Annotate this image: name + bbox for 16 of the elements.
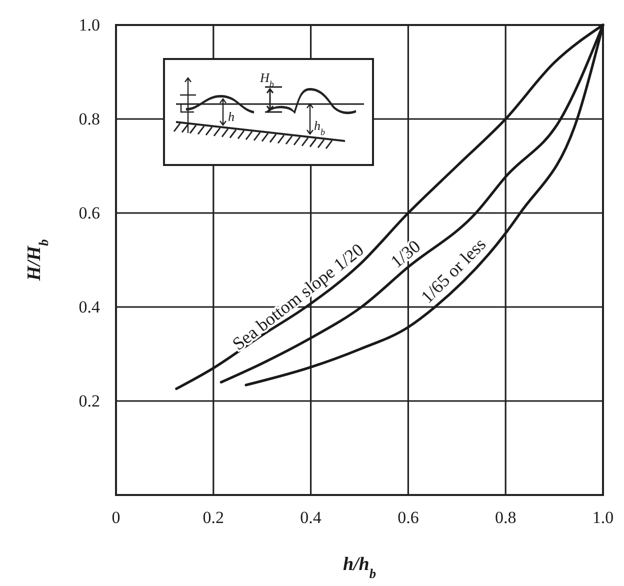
x-tick-label: 0 bbox=[112, 508, 120, 528]
y-tick-label: 0.8 bbox=[78, 109, 100, 128]
y-tick-label: 0.6 bbox=[78, 203, 100, 222]
x-tick-label: 0.4 bbox=[300, 508, 322, 528]
y-tick-label: 0.2 bbox=[78, 391, 100, 410]
y-tick-label: 1.0 bbox=[78, 15, 100, 34]
annotation: H$_{b}$ bbox=[259, 70, 274, 89]
annotation: h$_{b}$ bbox=[314, 118, 326, 137]
x-tick-label: 0.2 bbox=[202, 508, 224, 528]
x-tick-label: 1.0 bbox=[592, 508, 614, 528]
x-axis-title: h/h$_{b}$ bbox=[342, 554, 376, 580]
text: 1/30 bbox=[386, 236, 424, 272]
x-tick-label: 0.8 bbox=[494, 508, 516, 528]
x-tick-label: 0.6 bbox=[398, 508, 419, 528]
y-tick-label: 0.4 bbox=[78, 297, 100, 316]
annotation: h bbox=[228, 109, 234, 124]
